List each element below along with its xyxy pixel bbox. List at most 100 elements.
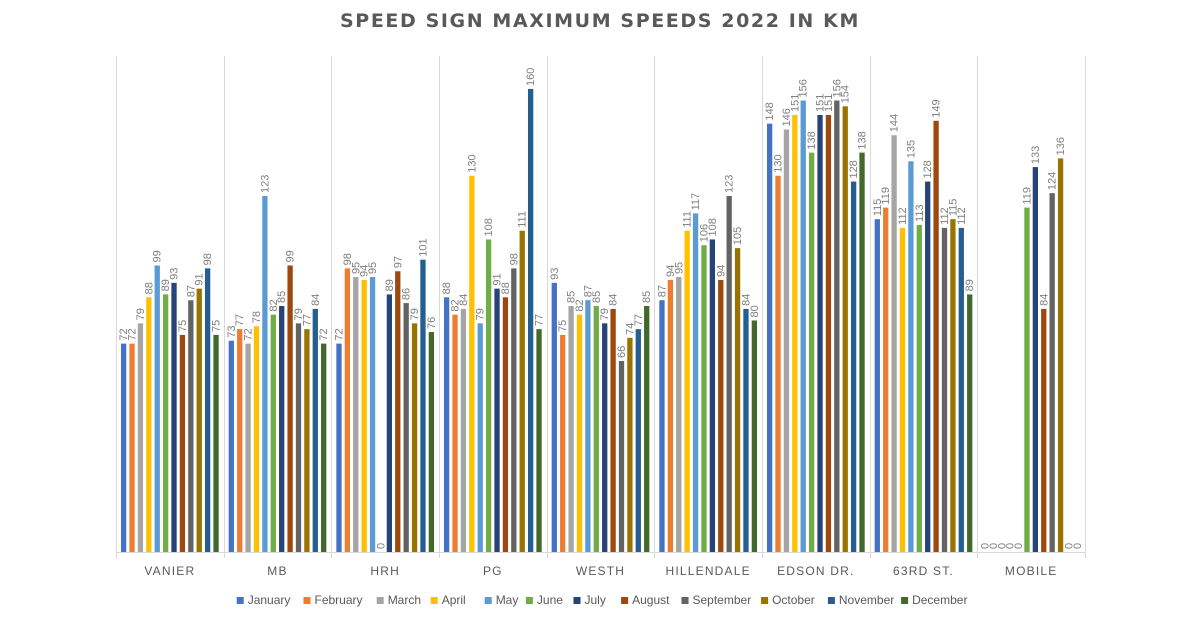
data-label: 84 [310,294,322,306]
data-label: 85 [276,291,288,303]
data-label: 82 [268,299,280,311]
bar [933,120,939,552]
bar [536,329,542,552]
data-label: 74 [624,323,636,335]
category-label: HILLENDALE [665,564,750,578]
bar [667,279,674,552]
bar [336,343,342,552]
bar [1041,308,1047,552]
data-label: 149 [931,99,943,117]
data-label: 93 [169,268,181,280]
data-label: 112 [956,207,968,225]
legend-swatch [236,597,244,604]
legend-item: July [573,593,606,607]
bar [692,213,699,552]
legend-item: September [681,593,752,607]
legend-label: September [693,593,752,607]
data-label: 123 [259,175,271,193]
data-label: 79 [599,308,611,320]
data-label: 0 [996,543,1008,549]
bar [287,265,293,552]
bar [734,248,741,552]
bar [213,334,219,552]
data-label: 84 [1038,294,1050,306]
data-label: 135 [905,140,917,158]
bar-series [120,88,1064,553]
bar [237,329,243,552]
legend-item: February [303,593,363,607]
data-label: 108 [483,218,495,236]
data-label: 94 [665,265,677,277]
bar [627,337,633,552]
data-label: 112 [897,207,909,225]
bar [775,175,781,552]
bar [262,196,268,552]
bar [344,268,351,552]
bar [859,152,865,553]
legend-label: June [537,593,563,607]
data-label: 77 [234,314,246,326]
bar [494,288,500,552]
data-label: 154 [840,85,852,103]
bar [644,306,650,552]
bar [950,219,956,552]
bar [916,224,922,552]
data-label: 133 [1030,146,1042,164]
data-label: 75 [557,320,569,332]
data-label: 80 [749,305,761,317]
data-label: 115 [947,199,959,217]
data-label: 130 [773,154,785,172]
data-label: 78 [251,311,263,323]
bar [204,268,211,552]
data-label: 95 [673,262,685,274]
bar [709,239,716,552]
bar [295,323,302,552]
bar [196,288,202,552]
category-label: VANIER [144,564,195,578]
bar [353,277,359,552]
bar [460,308,467,552]
data-label: 84 [740,294,752,306]
bar [766,123,773,553]
legend-item: March [376,593,421,607]
legend-swatch [827,597,835,604]
bar [568,306,574,552]
bar [925,181,931,553]
data-label: 85 [641,291,653,303]
bar [1049,193,1055,552]
bar [635,329,641,552]
data-label: 160 [525,68,537,86]
data-label: 79 [409,308,421,320]
data-label: 138 [857,131,869,149]
data-label: 66 [616,346,628,358]
data-label: 89 [964,279,976,291]
bar [452,314,458,552]
data-label: 124 [1047,172,1059,190]
bar [312,308,318,552]
data-label: 111 [517,211,529,228]
legend-item: April [430,593,466,607]
bar [834,100,840,553]
bar [610,308,616,552]
data-label: 84 [458,294,470,306]
data-label: 85 [591,291,603,303]
category-label: PG [483,564,503,578]
category-label: MOBILE [1005,564,1058,578]
data-label: 115 [872,199,884,217]
bar [1032,167,1039,552]
bar [511,268,517,552]
bar [395,271,401,552]
legend-label: April [442,593,466,607]
bar [825,114,832,553]
bar [585,300,591,552]
bar [443,297,450,552]
bar [321,343,327,552]
category-axis: VANIER MB HRH PG WESTH HILLENDALE EDSON DR. 63R… [144,564,1058,578]
bar [751,320,758,552]
legend-swatch [573,597,581,604]
legend-swatch [376,597,384,604]
bar [551,282,557,552]
bar [718,279,724,552]
bar [676,277,682,552]
legend-swatch [303,597,311,604]
